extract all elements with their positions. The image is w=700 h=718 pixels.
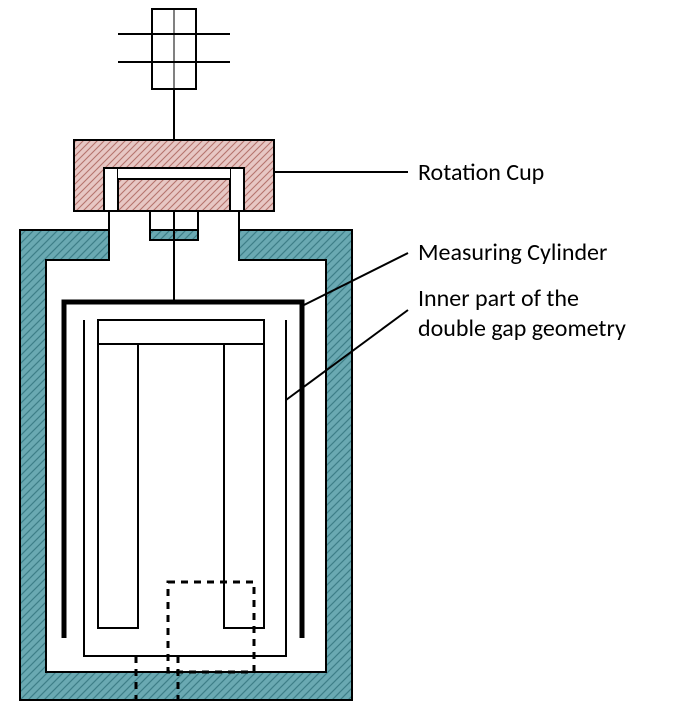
label-inner-part: Inner part of the double gap geometry <box>418 284 626 344</box>
inner-top-bar <box>98 320 264 344</box>
inner-slot-left <box>98 344 138 628</box>
label-inner-line2: double gap geometry <box>418 314 626 343</box>
label-rotation-cup: Rotation Cup <box>418 158 544 188</box>
cup-gap-right <box>230 168 244 211</box>
cup-gap-top <box>118 168 230 179</box>
inner-cavity <box>46 211 326 672</box>
inner-slot-right <box>224 344 264 628</box>
cup-inner-block <box>118 179 230 211</box>
label-measuring-cylinder: Measuring Cylinder <box>418 238 607 268</box>
rheometer-diagram <box>0 0 700 718</box>
cup-gap-left <box>104 168 118 211</box>
label-inner-line1: Inner part of the <box>418 284 579 313</box>
